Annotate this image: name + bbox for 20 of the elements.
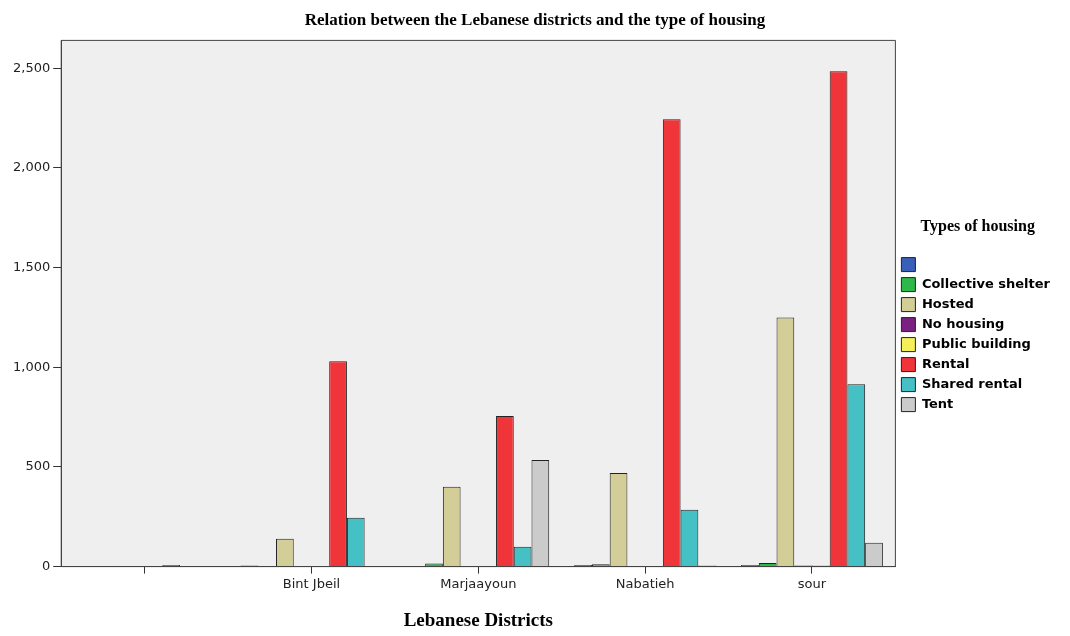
legend-label: Hosted (921, 295, 974, 311)
x-tick-label: sour (797, 575, 827, 591)
x-tick-label: Marjaayoun (440, 575, 517, 591)
chart-title: Relation between the Lebanese districts and the type of housing (304, 9, 766, 29)
y-tick-label: 1,500 (13, 259, 51, 274)
legend-label: Public building (921, 335, 1031, 351)
x-tick-label: Nabatieh (615, 575, 675, 591)
legend-title: Types of housing (920, 216, 1035, 235)
legend-label: Rental (921, 355, 970, 371)
y-tick-label: 500 (25, 458, 51, 474)
y-tick-label: 2,500 (13, 59, 51, 75)
y-tick-label: 1,000 (13, 358, 51, 374)
legend-label: No housing (921, 315, 1005, 331)
legend-label: Shared rental (921, 375, 1023, 391)
y-tick-label: 0 (41, 557, 51, 573)
x-axis-title: Lebanese Districts (403, 608, 553, 630)
y-tick-label: 2,000 (13, 159, 51, 175)
x-tick-label: Bint Jbeil (282, 575, 341, 591)
legend-label: Collective shelter (921, 275, 1051, 291)
legend-label: Tent (921, 395, 954, 411)
